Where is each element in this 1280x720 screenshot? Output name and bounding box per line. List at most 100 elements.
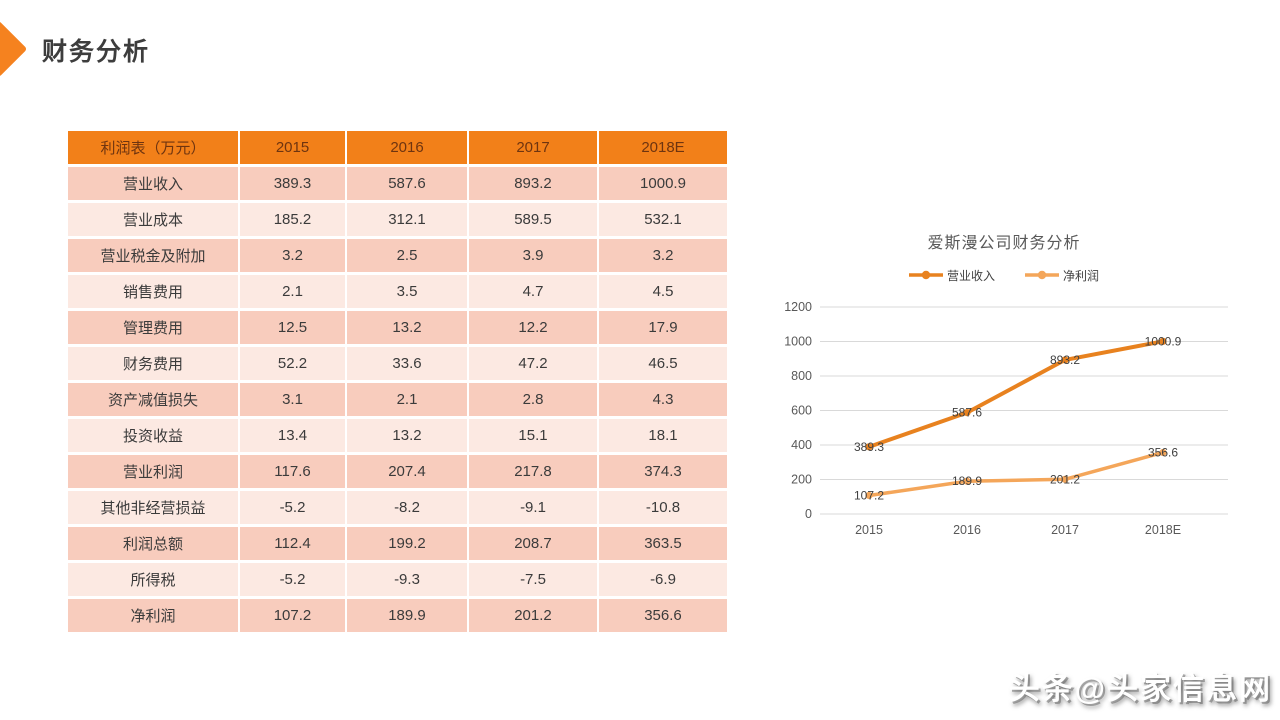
y-tick-label: 1200 — [784, 300, 812, 314]
data-point — [1159, 337, 1167, 345]
cell: 374.3 — [599, 455, 727, 488]
legend-marker-icon — [1025, 270, 1059, 280]
table-row: 销售费用 2.1 3.5 4.7 4.5 — [68, 275, 727, 308]
cell: 356.6 — [599, 599, 727, 632]
profit-table: 利润表（万元） 2015 2016 2017 2018E 营业收入 389.3 … — [66, 128, 729, 635]
row-label: 营业利润 — [68, 455, 238, 488]
table-header-year: 2015 — [240, 131, 345, 164]
cell: 15.1 — [469, 419, 597, 452]
chart-title: 爱斯漫公司财务分析 — [927, 235, 1081, 252]
table-row: 净利润 107.2 189.9 201.2 356.6 — [68, 599, 727, 632]
row-label: 营业税金及附加 — [68, 239, 238, 272]
data-label: 189.9 — [952, 474, 982, 488]
cell: -5.2 — [240, 491, 345, 524]
data-label: 107.2 — [854, 489, 884, 503]
row-label: 投资收益 — [68, 419, 238, 452]
legend-item: 营业收入 — [908, 267, 995, 284]
cell: 107.2 — [240, 599, 345, 632]
table-row: 其他非经营损益 -5.2 -8.2 -9.1 -10.8 — [68, 491, 727, 524]
cell: 185.2 — [240, 203, 345, 236]
y-tick-label: 400 — [791, 438, 812, 452]
cell: -9.3 — [347, 563, 467, 596]
row-label: 利润总额 — [68, 527, 238, 560]
x-category-label: 2016 — [953, 523, 981, 537]
table-header-label: 利润表（万元） — [68, 131, 238, 164]
cell: 189.9 — [347, 599, 467, 632]
table-row: 营业收入 389.3 587.6 893.2 1000.9 — [68, 167, 727, 200]
data-label: 893.2 — [1050, 353, 1080, 367]
cell: -9.1 — [469, 491, 597, 524]
table-header-year: 2017 — [469, 131, 597, 164]
table-header-row: 利润表（万元） 2015 2016 2017 2018E — [68, 131, 727, 164]
legend-item: 净利润 — [1025, 267, 1099, 284]
cell: 389.3 — [240, 167, 345, 200]
cell: 13.4 — [240, 419, 345, 452]
legend-label: 净利润 — [1063, 268, 1100, 283]
financial-line-chart: 爱斯漫公司财务分析 营业收入 净利润 0 200 400 600 800 1000 1200 2… — [778, 232, 1230, 550]
cell: -10.8 — [599, 491, 727, 524]
cell: 3.5 — [347, 275, 467, 308]
cell: 589.5 — [469, 203, 597, 236]
cell: 17.9 — [599, 311, 727, 344]
section-arrow-icon — [0, 20, 28, 78]
data-point — [865, 491, 873, 500]
table-row: 营业利润 117.6 207.4 217.8 374.3 — [68, 455, 727, 488]
table-row: 财务费用 52.2 33.6 47.2 46.5 — [68, 347, 727, 380]
cell: 3.9 — [469, 239, 597, 272]
table-row: 营业税金及附加 3.2 2.5 3.9 3.2 — [68, 239, 727, 272]
cell: 12.2 — [469, 311, 597, 344]
cell: 4.5 — [599, 275, 727, 308]
legend-label: 营业收入 — [946, 268, 995, 283]
cell: 3.2 — [599, 239, 727, 272]
cell: 893.2 — [469, 167, 597, 200]
data-label: 356.6 — [1148, 445, 1178, 459]
page-title: 财务分析 — [42, 38, 151, 66]
cell: 33.6 — [347, 347, 467, 380]
cell: 47.2 — [469, 347, 597, 380]
cell: 587.6 — [347, 167, 467, 200]
table-row: 资产减值损失 3.1 2.1 2.8 4.3 — [68, 383, 727, 416]
y-tick-label: 800 — [791, 369, 812, 383]
cell: 2.1 — [347, 383, 467, 416]
table-row: 利润总额 112.4 199.2 208.7 363.5 — [68, 527, 727, 560]
data-label: 587.6 — [952, 406, 982, 420]
data-label: 1000.9 — [1145, 334, 1182, 348]
cell: 13.2 — [347, 419, 467, 452]
cell: 3.1 — [240, 383, 345, 416]
cell: 112.4 — [240, 527, 345, 560]
data-point — [1061, 475, 1069, 483]
cell: 532.1 — [599, 203, 727, 236]
x-category-label: 2015 — [855, 523, 883, 537]
row-label: 营业成本 — [68, 203, 238, 236]
cell: 52.2 — [240, 347, 345, 380]
data-point — [865, 443, 873, 451]
x-category-label: 2017 — [1051, 523, 1079, 537]
watermark: 头条@头家信息网 — [1008, 671, 1272, 706]
data-label: 201.2 — [1050, 472, 1080, 486]
data-label: 389.3 — [854, 440, 884, 454]
row-label: 财务费用 — [68, 347, 238, 380]
series-line — [867, 339, 1165, 449]
row-label: 销售费用 — [68, 275, 238, 308]
data-point — [1061, 356, 1069, 364]
table-row: 营业成本 185.2 312.1 589.5 532.1 — [68, 203, 727, 236]
cell: 2.5 — [347, 239, 467, 272]
cell: 1000.9 — [599, 167, 727, 200]
table-row: 投资收益 13.4 13.2 15.1 18.1 — [68, 419, 727, 452]
row-label: 净利润 — [68, 599, 238, 632]
cell: 363.5 — [599, 527, 727, 560]
data-point — [963, 477, 971, 485]
cell: 46.5 — [599, 347, 727, 380]
legend-marker-icon — [908, 270, 943, 280]
cell: 201.2 — [469, 599, 597, 632]
cell: 117.6 — [240, 455, 345, 488]
series-line — [867, 450, 1165, 498]
cell: 208.7 — [469, 527, 597, 560]
chart-legend: 营业收入 净利润 — [778, 264, 1230, 286]
y-tick-label: 0 — [805, 507, 812, 521]
cell: -8.2 — [347, 491, 467, 524]
cell: 217.8 — [469, 455, 597, 488]
cell: 207.4 — [347, 455, 467, 488]
cell: -6.9 — [599, 563, 727, 596]
y-tick-label: 200 — [791, 473, 812, 487]
